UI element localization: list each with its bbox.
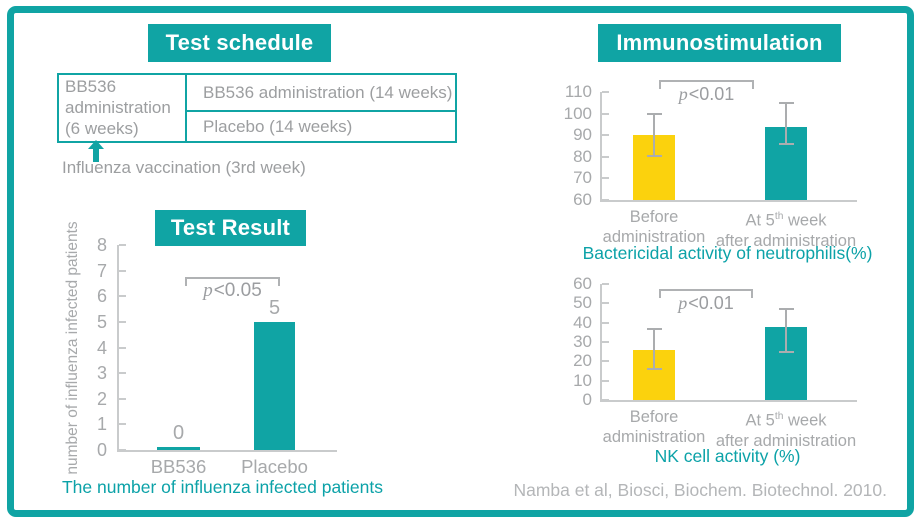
x-category-label: Before administration — [602, 208, 706, 246]
error-bar-cap-top — [778, 308, 794, 311]
y-tick-label: 60 — [573, 274, 592, 293]
y-tick-label: 20 — [573, 351, 592, 371]
y-tick-mark — [119, 423, 126, 426]
y-tick-mark — [119, 295, 126, 298]
y-tick-mark — [119, 320, 126, 323]
y-tick-label: 90 — [573, 125, 592, 145]
bar-value-label: 0 — [172, 422, 185, 444]
y-tick-label: 6 — [96, 286, 107, 307]
y-tick-label: 80 — [573, 146, 592, 166]
y-tick-label: 110 — [564, 82, 592, 101]
error-bar-cap-top — [646, 112, 662, 115]
significance-bracket — [185, 277, 280, 286]
error-bar-cap-bottom — [778, 350, 794, 353]
schedule-cell-bb536-14w: BB536 administration (14 weeks) — [187, 75, 455, 112]
x-category-label: At 5th week after administration — [715, 411, 857, 450]
x-category-label: Placebo — [241, 456, 308, 477]
y-tick-label: 2 — [96, 388, 107, 409]
y-tick-label: 60 — [573, 190, 592, 209]
y-tick-mark — [602, 302, 609, 305]
bar — [254, 321, 295, 450]
y-tick-mark — [119, 269, 126, 272]
y-tick-label: 7 — [96, 260, 107, 281]
x-category-label: Before administration — [602, 408, 706, 446]
error-bar — [785, 309, 787, 352]
error-bar-cap-bottom — [646, 154, 662, 157]
test-result-header: Test Result — [155, 210, 306, 246]
y-tick-mark — [602, 341, 609, 343]
neutrophil-caption: Bactericidal activity of neutrophilis(%) — [582, 243, 873, 263]
immunostimulation-header: Immunostimulation — [598, 24, 841, 62]
y-tick-mark — [602, 91, 609, 93]
arrow-head — [88, 140, 104, 149]
error-bar — [653, 113, 655, 156]
y-tick-label: 0 — [582, 390, 592, 409]
y-tick-mark — [119, 244, 126, 246]
nk-caption: NK cell activity (%) — [654, 446, 801, 466]
y-tick-mark — [602, 199, 609, 201]
y-tick-label: 5 — [96, 311, 107, 332]
arrow-stem — [93, 149, 99, 162]
error-bar-cap-top — [646, 328, 662, 331]
vaccination-note: Influenza vaccination (3rd week) — [62, 158, 306, 177]
y-tick-mark — [602, 321, 609, 324]
error-bar — [653, 329, 655, 370]
y-tick-mark — [602, 360, 609, 363]
schedule-cell-placebo-14w: Placebo (14 weeks) — [203, 116, 353, 136]
test-result-chart: 0 1 2 3 4 5 6 7 8 0 BB536 5 Placebo p<0.05 — [97, 235, 337, 477]
arrow-up-icon — [88, 140, 104, 162]
y-tick-mark — [602, 379, 609, 382]
citation: Namba et al, Biosci, Biochem. Biotechnol… — [513, 480, 887, 500]
y-tick-mark — [602, 112, 609, 115]
y-tick-label: 1 — [96, 414, 107, 435]
bar-value-label: 5 — [268, 296, 281, 319]
significance-bracket — [659, 289, 753, 298]
y-tick-mark — [602, 399, 609, 401]
y-tick-label: 4 — [96, 337, 107, 358]
y-tick-label: 30 — [573, 332, 592, 351]
y-tick-mark — [119, 372, 126, 375]
y-tick-label: 100 — [563, 103, 592, 123]
neutrophil-activity-chart: 60 70 80 90 100 110 Before administration At 5th… — [564, 80, 857, 250]
y-tick-mark — [119, 449, 126, 451]
error-bar — [785, 102, 787, 144]
schedule-cell-bb536-6w: BB536 administration (6 weeks) — [59, 75, 187, 141]
y-tick-mark — [602, 283, 609, 285]
y-tick-label: 3 — [96, 363, 107, 384]
y-tick-mark — [602, 155, 609, 158]
y-tick-mark — [602, 134, 609, 137]
test-result-caption: The number of influenza infected patient… — [61, 477, 384, 497]
y-tick-mark — [119, 397, 126, 400]
x-category-label: BB536 — [150, 456, 207, 477]
y-tick-mark — [602, 177, 609, 180]
significance-label: p<0.05 — [203, 280, 262, 301]
y-tick-label: 50 — [573, 293, 592, 313]
error-bar-cap-bottom — [778, 142, 794, 145]
y-tick-label: 0 — [96, 440, 107, 460]
y-tick-label: 10 — [573, 370, 592, 390]
nk-cell-activity-chart: 0 10 20 30 40 50 60 Before administration At 5th … — [573, 274, 857, 450]
significance-label: p<0.01 — [678, 84, 735, 104]
y-tick-label: 8 — [96, 235, 107, 255]
error-bar-cap-top — [778, 101, 794, 104]
error-bar-cap-bottom — [646, 368, 662, 371]
schedule-table: BB536 administration (6 weeks) BB536 adm… — [57, 73, 457, 143]
test-schedule-header: Test schedule — [148, 24, 331, 62]
significance-label: p<0.01 — [678, 293, 734, 313]
y-tick-label: 40 — [573, 312, 592, 332]
significance-bracket — [659, 80, 754, 89]
y-tick-mark — [119, 346, 126, 349]
x-category-label: At 5th week after administration — [715, 211, 857, 250]
bar — [157, 447, 200, 450]
y-tick-label: 70 — [573, 168, 592, 188]
